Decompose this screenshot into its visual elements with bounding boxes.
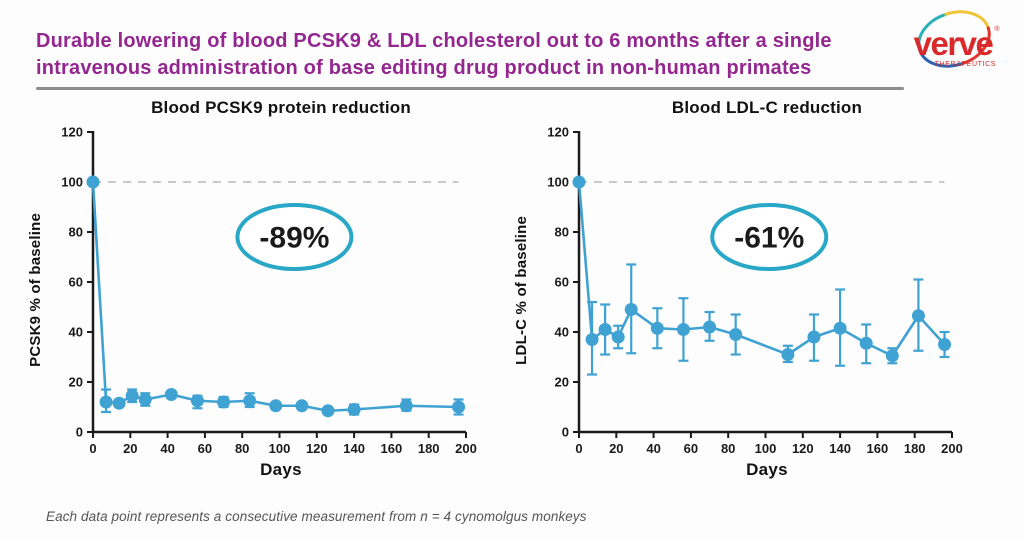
logo-wordmark: verve xyxy=(914,25,994,62)
svg-text:60: 60 xyxy=(198,441,212,456)
svg-text:80: 80 xyxy=(721,441,735,456)
svg-text:80: 80 xyxy=(235,441,249,456)
pcsk9-y-axis-label: PCSK9 % of baseline xyxy=(26,213,44,367)
svg-text:60: 60 xyxy=(69,275,83,290)
svg-text:100: 100 xyxy=(61,175,83,190)
svg-text:120: 120 xyxy=(792,441,814,456)
svg-text:-61%: -61% xyxy=(734,222,804,255)
header-divider xyxy=(36,87,904,90)
ldlc-plot-area: 0 20 40 60 80 100 120 0 20 40 60 80 100 120 140 160 180 2… xyxy=(547,125,963,457)
svg-text:40: 40 xyxy=(69,325,83,340)
pcsk9-x-axis-label: Days xyxy=(260,460,302,479)
logo-subtext: THERAPEUTICS xyxy=(935,61,996,68)
logo-swirl-icon xyxy=(917,10,991,68)
svg-text:20: 20 xyxy=(69,375,83,390)
svg-text:120: 120 xyxy=(61,125,83,140)
svg-text:140: 140 xyxy=(343,441,365,456)
svg-text:0: 0 xyxy=(562,425,569,440)
verve-therapeutics-logo: verve ® THERAPEUTICS xyxy=(914,10,1000,68)
svg-text:60: 60 xyxy=(684,441,698,456)
svg-text:100: 100 xyxy=(269,441,291,456)
slide-title-line2: intravenous administration of base editi… xyxy=(36,57,812,79)
svg-text:20: 20 xyxy=(609,441,623,456)
footnote: Each data point represents a consecutive… xyxy=(46,509,587,524)
pcsk9-plot-area: 0 20 40 60 80 100 120 0 20 40 60 80 100 120 140 160 180 2… xyxy=(61,125,477,457)
svg-text:0: 0 xyxy=(575,441,582,456)
svg-text:40: 40 xyxy=(555,325,569,340)
ldlc-x-axis-label: Days xyxy=(746,460,788,479)
pcsk9-chart-title: Blood PCSK9 protein reduction xyxy=(151,98,411,117)
svg-text:200: 200 xyxy=(455,441,477,456)
svg-text:120: 120 xyxy=(547,125,569,140)
svg-text:20: 20 xyxy=(555,375,569,390)
svg-text:0: 0 xyxy=(89,441,96,456)
logo-trademark: ® xyxy=(994,25,1000,33)
svg-text:140: 140 xyxy=(829,441,851,456)
svg-text:100: 100 xyxy=(547,175,569,190)
svg-text:180: 180 xyxy=(904,441,926,456)
svg-text:0: 0 xyxy=(76,425,83,440)
svg-text:180: 180 xyxy=(418,441,440,456)
svg-text:-89%: -89% xyxy=(259,222,329,255)
pcsk9-chart: Blood PCSK9 protein reduction PCSK9 % of… xyxy=(22,98,494,480)
svg-text:160: 160 xyxy=(381,441,403,456)
ldlc-chart-title: Blood LDL-C reduction xyxy=(671,98,863,117)
svg-text:160: 160 xyxy=(867,441,889,456)
svg-text:40: 40 xyxy=(646,441,660,456)
svg-text:100: 100 xyxy=(755,441,777,456)
svg-text:80: 80 xyxy=(69,225,83,240)
svg-text:200: 200 xyxy=(941,441,963,456)
slide-title-line1: Durable lowering of blood PCSK9 & LDL ch… xyxy=(36,30,832,52)
svg-text:80: 80 xyxy=(555,225,569,240)
svg-text:120: 120 xyxy=(306,441,328,456)
slide-title: Durable lowering of blood PCSK9 & LDL ch… xyxy=(36,28,886,82)
svg-text:40: 40 xyxy=(160,441,174,456)
ldlc-chart: Blood LDL-C reduction LDL-C % of baselin… xyxy=(508,98,980,480)
charts-row: Blood PCSK9 protein reduction PCSK9 % of… xyxy=(22,98,980,480)
svg-text:20: 20 xyxy=(123,441,137,456)
ldlc-y-axis-label: LDL-C % of baseline xyxy=(512,215,530,365)
svg-text:60: 60 xyxy=(555,275,569,290)
